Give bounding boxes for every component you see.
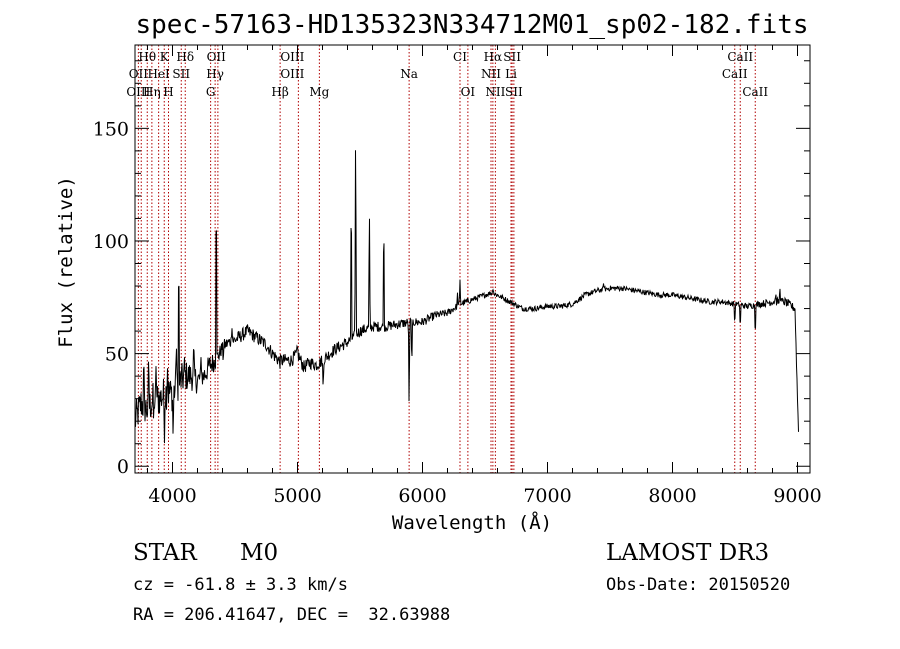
spectral-line-label: CI bbox=[453, 50, 467, 64]
spectral-line-label: Hθ bbox=[138, 50, 156, 64]
plot-frame bbox=[134, 44, 811, 474]
spectral-line-label: OII bbox=[207, 50, 227, 64]
observation-date: Obs-Date: 20150520 bbox=[606, 575, 790, 595]
spectral-line-label: CaII bbox=[742, 85, 768, 99]
spectral-line-label: OIII bbox=[280, 50, 304, 64]
spectral-line-label: OIII bbox=[280, 67, 304, 81]
spectral-line-label: Hγ bbox=[206, 67, 224, 81]
x-tick-label: 6000 bbox=[398, 485, 446, 507]
spectral-line-label: Li bbox=[505, 67, 517, 81]
y-tick-label: 150 bbox=[93, 118, 129, 140]
spectral-line-label: OI bbox=[461, 85, 476, 99]
y-axis-label: Flux (relative) bbox=[55, 176, 77, 348]
spectral-line-label: Mg bbox=[309, 85, 329, 99]
x-tick-label: 5000 bbox=[273, 485, 321, 507]
spectral-line-label: H bbox=[163, 85, 173, 99]
spectral-line-label: Hβ bbox=[271, 85, 288, 99]
spectral-line-label: SII bbox=[505, 85, 523, 99]
spectral-line-label: NII bbox=[481, 67, 501, 81]
spectral-line-label: G bbox=[206, 85, 216, 99]
x-tick-label: 7000 bbox=[523, 485, 571, 507]
y-tick-label: 0 bbox=[117, 456, 129, 478]
spectral-line-markers bbox=[137, 45, 756, 473]
spectral-line-label: SII bbox=[172, 67, 190, 81]
axis-ticks: 4000 5000 6000 7000 8000 9000 0 50 100 150 bbox=[93, 45, 822, 507]
y-tick-label: 100 bbox=[93, 231, 129, 253]
object-subclass: M0 bbox=[240, 540, 278, 566]
x-tick-label: 9000 bbox=[773, 485, 821, 507]
spectral-line-label: Na bbox=[400, 67, 418, 81]
coordinates: RA = 206.41647, DEC = 32.63988 bbox=[133, 605, 450, 625]
x-tick-label: 4000 bbox=[148, 485, 196, 507]
spectral-line-label: HeI bbox=[147, 67, 170, 81]
x-tick-label: 8000 bbox=[648, 485, 696, 507]
spectral-line-label: CaII bbox=[727, 50, 753, 64]
spectrum-line bbox=[134, 150, 799, 444]
y-tick-label: 50 bbox=[105, 344, 129, 366]
survey-name: LAMOST DR3 bbox=[606, 540, 769, 566]
spectral-line-label: NII bbox=[485, 85, 505, 99]
spectral-line-label: OII bbox=[129, 67, 149, 81]
plot-border bbox=[134, 44, 811, 474]
spectral-line-label: Hα bbox=[484, 50, 503, 64]
x-axis-label: Wavelength (Å) bbox=[392, 511, 552, 534]
chart-title: spec-57163-HD135323N334712M01_sp02-182.f… bbox=[135, 10, 808, 40]
spectral-line-label: CaII bbox=[722, 67, 748, 81]
object-class: STAR bbox=[133, 540, 197, 566]
spectral-line-label: Hδ bbox=[176, 50, 194, 64]
spectral-line-label: SII bbox=[503, 50, 521, 64]
spectral-line-label: Hη bbox=[143, 85, 161, 99]
spectral-line-label: OIII bbox=[126, 85, 150, 99]
spectral-line-label: K bbox=[160, 50, 170, 64]
redshift-velocity: cz = -61.8 ± 3.3 km/s bbox=[133, 575, 348, 595]
